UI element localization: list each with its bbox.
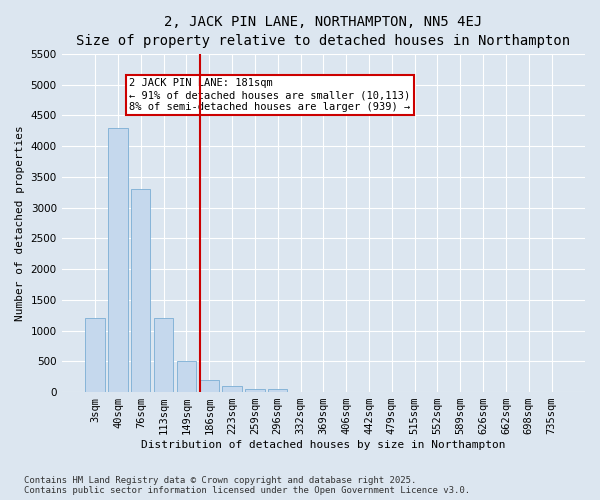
Text: 2 JACK PIN LANE: 181sqm
← 91% of detached houses are smaller (10,113)
8% of semi: 2 JACK PIN LANE: 181sqm ← 91% of detache… [130, 78, 410, 112]
Bar [223, 386, 242, 392]
Bar [85, 318, 105, 392]
Bar [200, 380, 219, 392]
Y-axis label: Number of detached properties: Number of detached properties [15, 125, 25, 321]
Bar [268, 389, 287, 392]
Text: Contains HM Land Registry data © Crown copyright and database right 2025.
Contai: Contains HM Land Registry data © Crown c… [24, 476, 470, 495]
Title: 2, JACK PIN LANE, NORTHAMPTON, NN5 4EJ
Size of property relative to detached hou: 2, JACK PIN LANE, NORTHAMPTON, NN5 4EJ S… [76, 15, 571, 48]
Bar [154, 318, 173, 392]
Bar [108, 128, 128, 392]
Bar [177, 362, 196, 392]
Bar [245, 388, 265, 392]
Bar [131, 189, 151, 392]
X-axis label: Distribution of detached houses by size in Northampton: Distribution of detached houses by size … [141, 440, 506, 450]
